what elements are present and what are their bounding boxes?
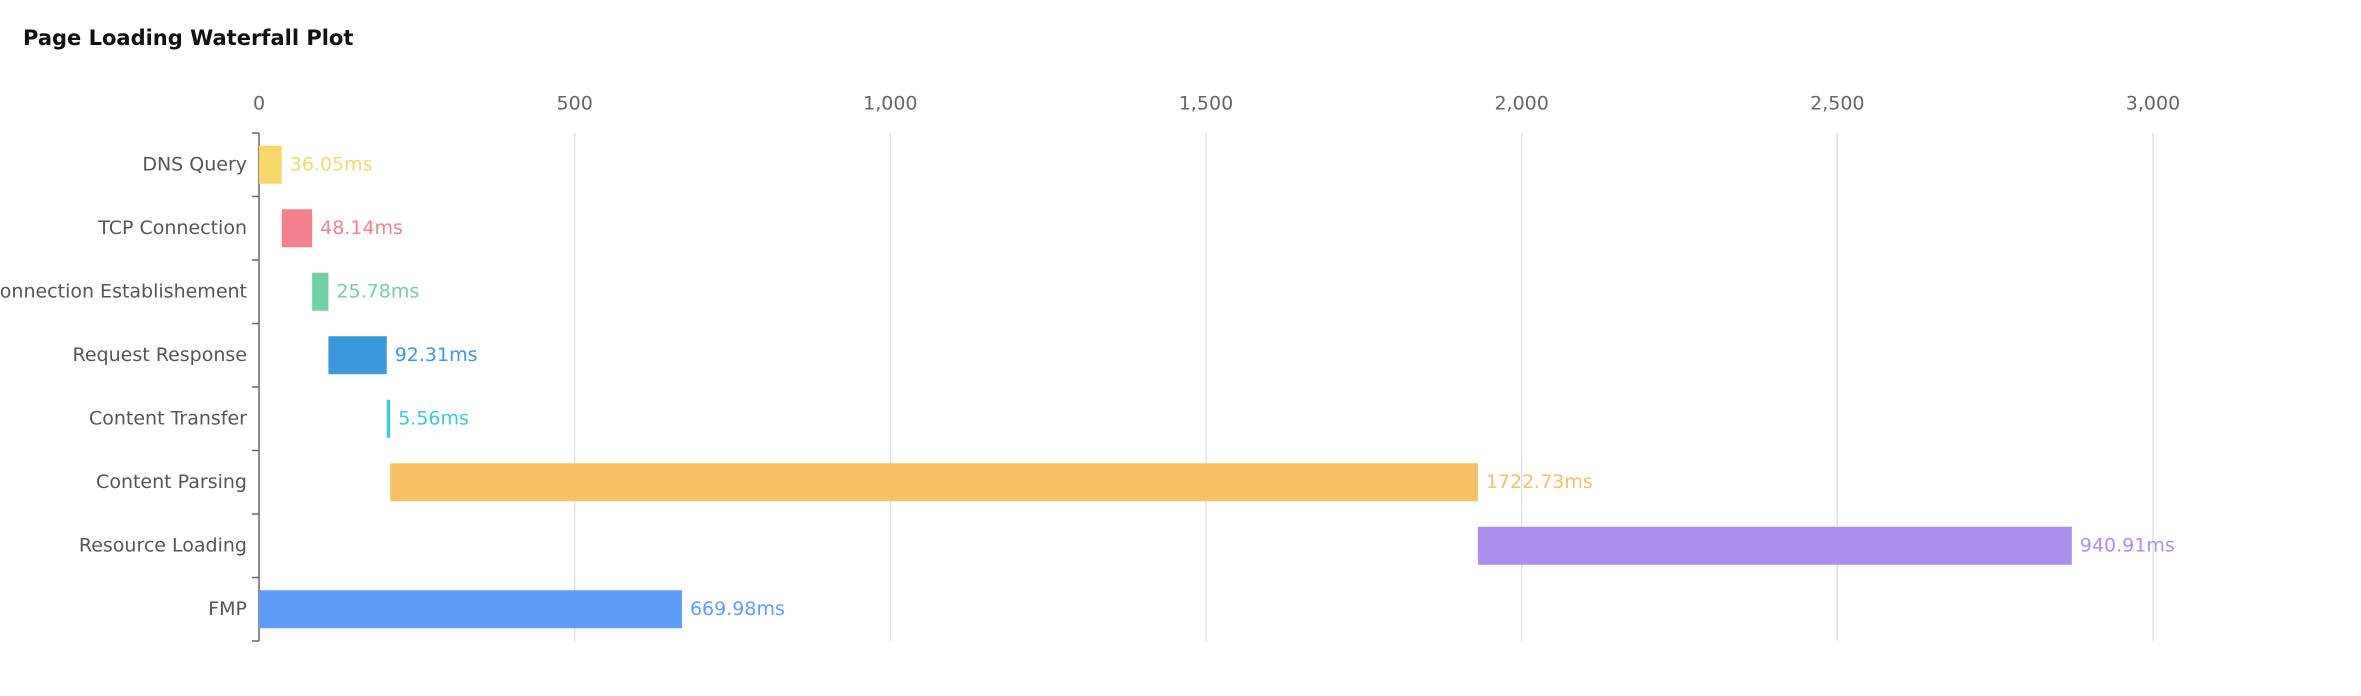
bar [386,399,391,438]
x-tick-label: 1,000 [863,93,917,115]
value-label: 940.91ms [2080,534,2175,556]
y-tick-label: Resource Loading [79,534,247,556]
x-tick-label: 500 [557,93,593,115]
bar [259,590,682,629]
x-tick-label: 0 [253,93,265,115]
y-tick-label: onnection Establishement [0,280,247,302]
chart-title: Page Loading Waterfall Plot [23,26,353,50]
value-label: 1722.73ms [1486,471,1593,493]
x-tick-label: 3,000 [2126,93,2180,115]
y-tick-label: DNS Query [142,153,247,175]
x-tick-label: 2,500 [1810,93,1864,115]
bar [328,336,387,375]
value-label: 5.56ms [398,407,469,429]
x-tick-label: 1,500 [1179,93,1233,115]
y-tick-label: Content Transfer [89,407,247,429]
bar [259,145,282,184]
y-tick-label: Request Response [73,344,247,366]
y-tick-label: TCP Connection [97,217,247,239]
bar [281,209,313,248]
value-label: 92.31ms [395,344,478,366]
x-tick-label: 2,000 [1494,93,1548,115]
bar [390,463,1478,502]
y-tick-label: FMP [208,598,247,620]
bar [1477,526,2072,565]
value-label: 669.98ms [690,598,785,620]
value-label: 48.14ms [320,217,403,239]
y-tick-label: Content Parsing [96,471,247,493]
bar [312,272,329,311]
value-label: 36.05ms [290,153,373,175]
value-label: 25.78ms [336,280,419,302]
